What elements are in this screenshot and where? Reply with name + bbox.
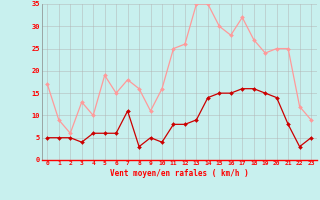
- X-axis label: Vent moyen/en rafales ( km/h ): Vent moyen/en rafales ( km/h ): [110, 169, 249, 178]
